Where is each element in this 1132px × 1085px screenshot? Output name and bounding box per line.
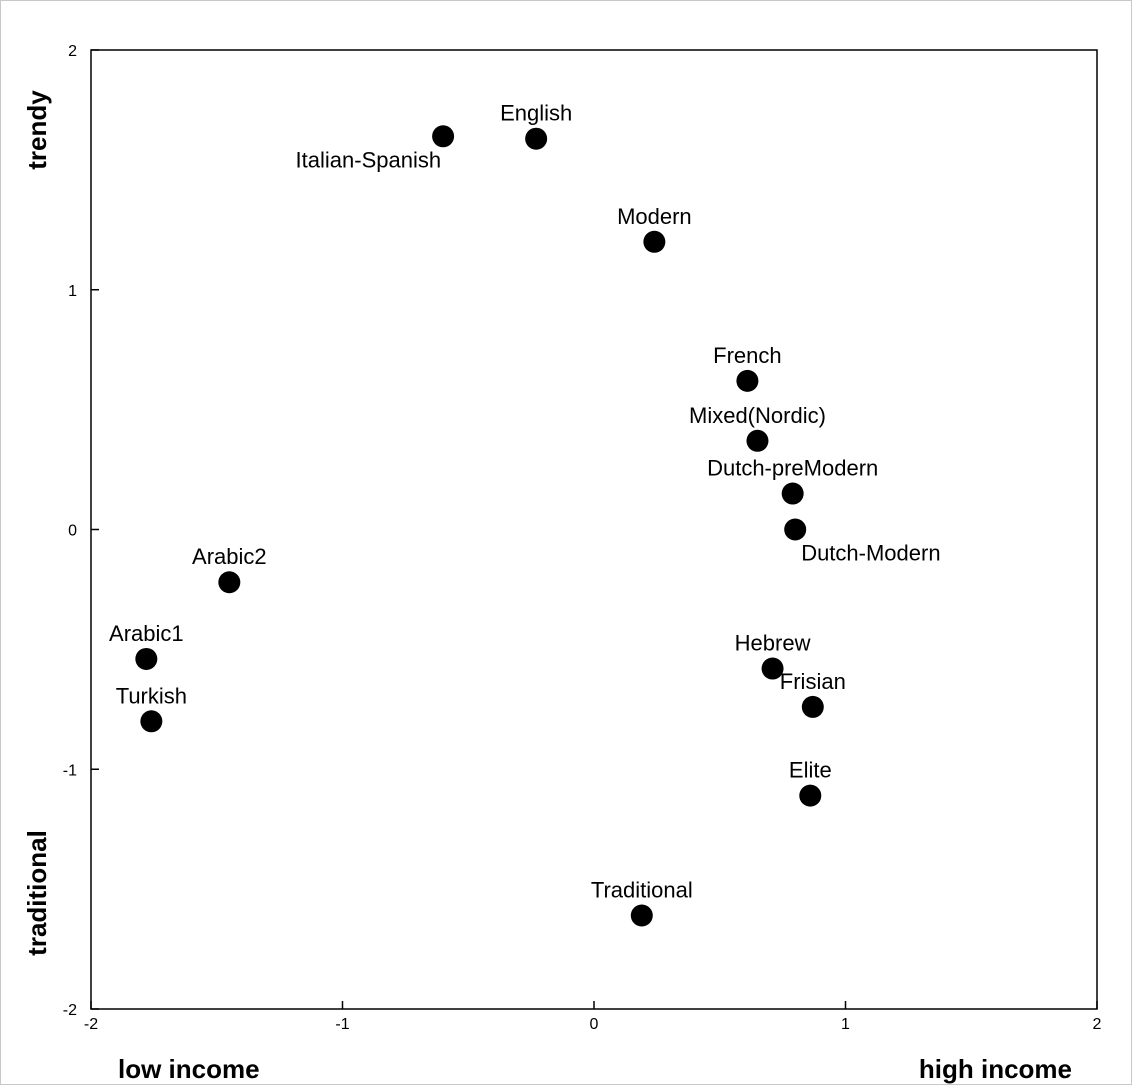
- point-turkish: [140, 710, 163, 733]
- point-label-turkish: Turkish: [116, 683, 187, 708]
- point-label-french: French: [713, 343, 781, 368]
- points-layer: English Italian-Spanish Modern French Mixed(…: [109, 101, 941, 927]
- point-mixed-nordic: [746, 429, 769, 452]
- point-label-dutch-modern: Dutch-Modern: [801, 541, 940, 566]
- point-label-modern: Modern: [617, 204, 692, 229]
- point-label-elite: Elite: [789, 758, 832, 783]
- point-traditional: [630, 904, 653, 927]
- point-label-arabic2: Arabic2: [192, 544, 267, 569]
- y-tick-label: -1: [63, 762, 77, 779]
- point-dutch-modern: [784, 518, 807, 541]
- y-tick-label: 2: [68, 43, 77, 60]
- ticks-layer: -2 -1 0 1 2 -2 -1 0 1 2: [63, 43, 1102, 1033]
- x-axis-label-high: high income: [919, 1054, 1072, 1084]
- point-dutch-premodern: [781, 482, 804, 505]
- point-arabic1: [135, 647, 158, 670]
- x-tick-label: 1: [841, 1016, 850, 1033]
- point-frisian: [801, 695, 824, 718]
- point-modern: [643, 230, 666, 253]
- point-hebrew: [761, 657, 784, 680]
- point-label-italian-spanish: Italian-Spanish: [296, 147, 442, 172]
- x-tick-label: 0: [590, 1016, 599, 1033]
- point-label-arabic1: Arabic1: [109, 621, 184, 646]
- y-tick-label: -2: [63, 1002, 77, 1019]
- x-tick-label: -2: [84, 1016, 98, 1033]
- point-italian-spanish: [432, 125, 455, 148]
- point-arabic2: [218, 571, 241, 594]
- x-tick-label: 2: [1093, 1016, 1102, 1033]
- x-axis-label-low: low income: [118, 1054, 260, 1084]
- y-tick-label: 0: [68, 523, 77, 540]
- point-label-hebrew: Hebrew: [735, 631, 811, 656]
- y-axis-label-high: trendy: [22, 90, 52, 170]
- point-english: [525, 127, 548, 150]
- point-label-dutch-premodern: Dutch-preModern: [707, 456, 878, 481]
- point-elite: [799, 784, 822, 807]
- point-label-frisian: Frisian: [780, 669, 846, 694]
- point-label-mixed-nordic: Mixed(Nordic): [689, 403, 826, 428]
- point-label-traditional: Traditional: [591, 877, 693, 902]
- point-label-english: English: [500, 101, 572, 126]
- y-tick-label: 1: [68, 283, 77, 300]
- y-axis-label-low: traditional: [22, 830, 52, 956]
- point-french: [736, 369, 759, 392]
- x-tick-label: -1: [335, 1016, 349, 1033]
